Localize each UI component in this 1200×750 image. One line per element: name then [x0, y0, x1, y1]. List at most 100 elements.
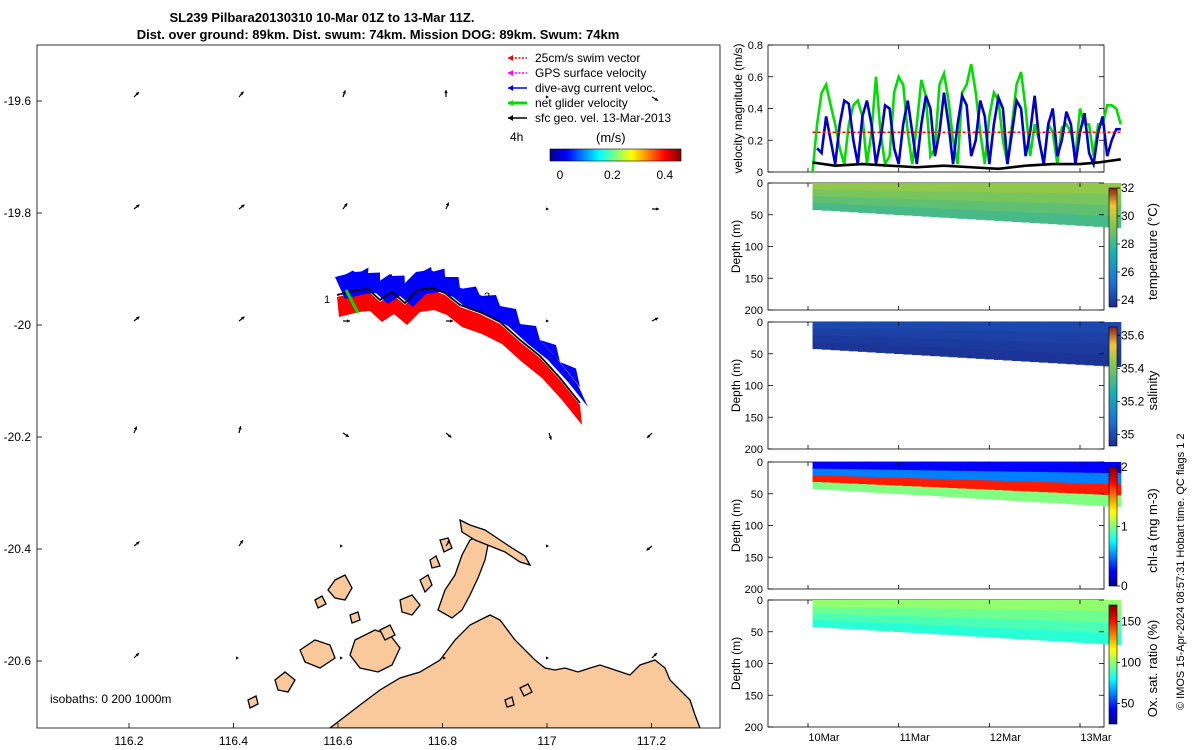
heatmap-cell	[812, 322, 823, 330]
heatmap-cell	[903, 486, 913, 495]
heatmap-cell	[930, 470, 940, 480]
heatmap-cell	[876, 329, 886, 338]
heatmap-cell	[921, 199, 931, 209]
heatmap-cell	[866, 607, 877, 616]
dive-avg-current-vector	[380, 274, 392, 284]
heatmap-cell	[1048, 342, 1058, 354]
legend-arrowhead	[508, 55, 513, 61]
heatmap-cell	[894, 329, 904, 339]
heatmap-cell	[903, 600, 913, 609]
heatmap-cell	[957, 626, 968, 636]
heatmap-cell	[1057, 620, 1067, 632]
heatmap-cell	[903, 322, 913, 331]
colorbar-tick-label: 150	[1121, 614, 1141, 628]
heatmap-cell	[957, 617, 968, 627]
legend-item: GPS surface velocity	[508, 66, 646, 80]
heatmap-cell	[1012, 211, 1022, 223]
heatmap-cell	[821, 468, 832, 477]
velocity-tick-label: 0.8	[748, 40, 763, 52]
heatmap-cell	[912, 330, 922, 339]
heatmap-cell	[839, 476, 850, 484]
legend-item: net glider velocity	[508, 96, 628, 110]
heatmap-cell	[876, 600, 886, 609]
heatmap-cell	[921, 207, 931, 217]
heatmap-cell	[1039, 213, 1049, 224]
geo-arrow-head	[135, 92, 139, 96]
heatmap-cell	[930, 487, 940, 497]
heatmap-cell	[1102, 621, 1113, 634]
heatmap-cell	[876, 190, 886, 199]
heatmap-cell	[1002, 618, 1013, 629]
heatmap-cell	[857, 197, 868, 206]
heatmap-cell	[957, 608, 968, 619]
heatmap-cell	[1066, 462, 1076, 473]
heatmap-cell	[857, 622, 868, 630]
heatmap-cell	[857, 205, 868, 213]
geo-arrow-head	[449, 319, 453, 323]
heatmap-cell	[1021, 462, 1031, 473]
heatmap-cell	[848, 607, 859, 615]
heatmap-colorbar	[1108, 187, 1118, 308]
heatmap-cell	[1012, 619, 1022, 630]
heatmap-cell	[1012, 202, 1022, 213]
heatmap-cell	[1021, 491, 1031, 502]
geo-arrow-head	[241, 204, 245, 208]
heatmap-cell	[948, 617, 959, 627]
heatmap-cell	[848, 343, 859, 352]
heatmap-cell	[821, 322, 832, 330]
dive-avg-current-vector	[480, 295, 500, 306]
heatmap-cell	[903, 608, 913, 617]
heatmap-cell	[921, 608, 931, 618]
dive-avg-current-vector	[418, 267, 432, 274]
heatmap-cell	[966, 200, 977, 211]
heatmap-cell	[1066, 183, 1076, 194]
heatmap-cell	[830, 606, 841, 615]
heatmap-cell	[830, 462, 841, 470]
heatmap-cell	[975, 471, 986, 481]
heatmap-cell	[1102, 632, 1113, 645]
heatmap-cell	[1057, 352, 1067, 364]
heatmap-cell	[984, 618, 995, 629]
heatmap-cell	[1057, 492, 1067, 504]
heatmap-cell	[1039, 610, 1049, 621]
heatmap-cell	[957, 330, 968, 341]
heatmap-cell	[966, 348, 977, 359]
heatmap-cell	[930, 330, 940, 340]
heatmap-cell	[1075, 332, 1086, 344]
heatmap-cell	[1039, 462, 1049, 473]
heatmap-cell	[903, 478, 913, 487]
heatmap-cell	[921, 470, 931, 480]
heatmap-cell	[1002, 609, 1013, 620]
lat-tick-label: -20.6	[4, 654, 32, 668]
heatmap-cell	[975, 609, 986, 619]
heatmap-cell	[1030, 341, 1040, 353]
heatmap-cell	[993, 462, 1004, 472]
heatmap-cell	[1048, 600, 1058, 611]
heatmap-cell	[1048, 193, 1058, 204]
heatmap-cell	[821, 600, 832, 608]
surface-geostrophic-arrows	[133, 90, 659, 660]
heatmap-cell	[1021, 629, 1031, 640]
heatmap-cell	[812, 475, 823, 483]
heatmap-cell	[1066, 600, 1076, 611]
heatmap-cell	[966, 608, 977, 619]
heatmap-cell	[1066, 342, 1076, 354]
heatmap-cell	[1002, 471, 1013, 482]
heatmap-cell	[1057, 610, 1067, 622]
dive-avg-current-vector	[500, 306, 520, 324]
heatmap-cell	[885, 600, 895, 609]
heatmap-cell	[948, 191, 959, 201]
heatmap-cell	[821, 183, 832, 191]
heatmap-cell	[894, 345, 904, 355]
heatmap-cell	[1021, 341, 1031, 352]
heatmap-cell	[957, 488, 968, 498]
heatmap-cell	[821, 462, 832, 470]
heatmap-cell	[921, 624, 931, 634]
geo-arrow-head	[548, 436, 552, 440]
heatmap-cell	[1039, 492, 1049, 503]
depth-tick-label: 50	[751, 349, 763, 361]
lon-tick-label: 117	[537, 734, 556, 748]
heatmap-cell	[885, 183, 895, 192]
heatmap-cell	[1039, 193, 1049, 204]
